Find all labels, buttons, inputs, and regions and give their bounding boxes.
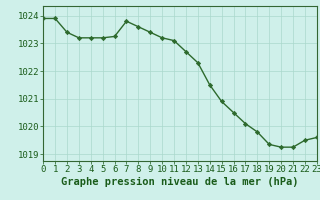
- X-axis label: Graphe pression niveau de la mer (hPa): Graphe pression niveau de la mer (hPa): [61, 177, 299, 187]
